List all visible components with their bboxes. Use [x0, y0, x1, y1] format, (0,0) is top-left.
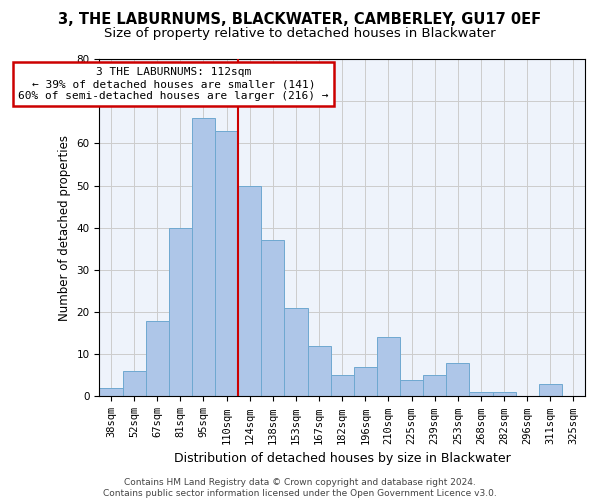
Bar: [215, 130, 238, 396]
Bar: [400, 380, 423, 396]
Bar: [331, 376, 354, 396]
Bar: [446, 362, 469, 396]
Bar: [423, 376, 446, 396]
Bar: [539, 384, 562, 396]
Bar: [377, 338, 400, 396]
X-axis label: Distribution of detached houses by size in Blackwater: Distribution of detached houses by size …: [174, 452, 511, 465]
Text: 3 THE LABURNUMS: 112sqm
← 39% of detached houses are smaller (141)
60% of semi-d: 3 THE LABURNUMS: 112sqm ← 39% of detache…: [18, 68, 329, 100]
Bar: [100, 388, 122, 396]
Bar: [284, 308, 308, 396]
Text: 3, THE LABURNUMS, BLACKWATER, CAMBERLEY, GU17 0EF: 3, THE LABURNUMS, BLACKWATER, CAMBERLEY,…: [58, 12, 542, 28]
Bar: [146, 320, 169, 396]
Bar: [469, 392, 493, 396]
Y-axis label: Number of detached properties: Number of detached properties: [58, 134, 71, 320]
Bar: [192, 118, 215, 396]
Bar: [169, 228, 192, 396]
Bar: [238, 186, 261, 396]
Bar: [354, 367, 377, 396]
Bar: [493, 392, 515, 396]
Text: Size of property relative to detached houses in Blackwater: Size of property relative to detached ho…: [104, 28, 496, 40]
Bar: [308, 346, 331, 397]
Bar: [122, 371, 146, 396]
Text: Contains HM Land Registry data © Crown copyright and database right 2024.
Contai: Contains HM Land Registry data © Crown c…: [103, 478, 497, 498]
Bar: [261, 240, 284, 396]
